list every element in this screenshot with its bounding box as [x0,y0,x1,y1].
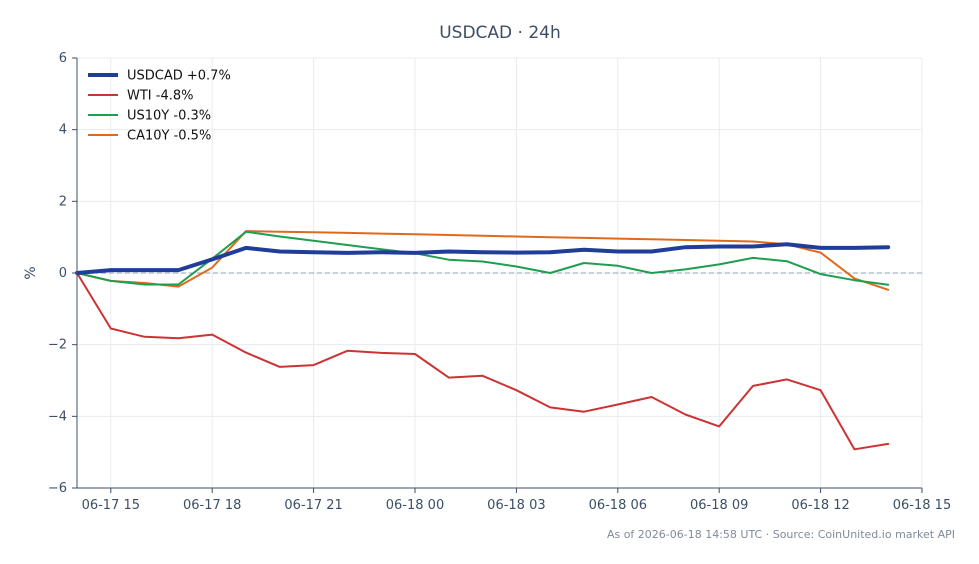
legend-label: CA10Y -0.5% [127,129,211,144]
series-line [76,230,890,286]
series-line [76,272,890,451]
x-tick-label: 06-17 18 [183,498,241,513]
y-tick-label: −6 [48,481,67,496]
y-tick-label: −2 [48,338,67,353]
x-tick-label: 06-18 09 [690,498,748,513]
legend-label: USDCAD +0.7% [127,69,231,84]
y-tick-label: 2 [59,194,67,209]
x-tick-label: 06-18 15 [893,498,951,513]
legend: USDCAD +0.7% WTI -4.8% US10Y -0.3% CA10Y -0… [88,69,231,144]
x-tick-label: 06-18 06 [589,498,647,513]
y-tick-label: 6 [59,51,67,66]
legend-label: WTI -4.8% [127,89,193,104]
axes: −6 −4 −2 0 2 4 6 06-17 15 06-17 18 06-17 21 06-18 … [48,51,951,513]
y-axis-label: % [23,266,39,279]
y-tick-label: 4 [59,123,67,138]
x-tick-label: 06-17 15 [82,498,140,513]
chart-title: USDCAD · 24h [439,23,561,43]
legend-label: US10Y -0.3% [127,109,211,124]
y-tick-label: −4 [48,409,67,424]
source-footnote: As of 2026-06-18 14:58 UTC · Source: Coi… [607,528,955,541]
x-tick-label: 06-18 00 [386,498,444,513]
x-tick-label: 06-18 12 [791,498,849,513]
y-tick-label: 0 [59,266,67,281]
x-tick-label: 06-17 21 [284,498,342,513]
x-tick-label: 06-18 03 [487,498,545,513]
series-line [75,242,891,275]
series-line [76,230,890,291]
series-layer [75,230,891,451]
